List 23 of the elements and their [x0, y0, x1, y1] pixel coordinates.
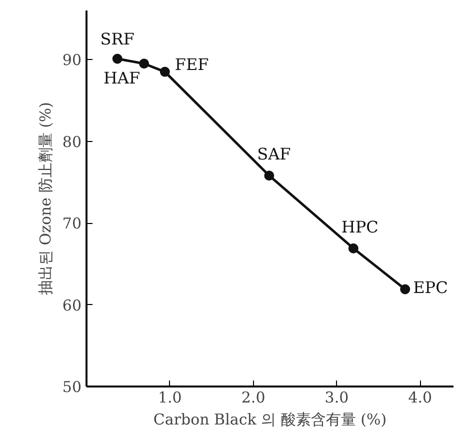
point	[264, 170, 274, 181]
y-tick-label: 90	[62, 51, 82, 70]
x-axis-title: Carbon Black 의 酸素含有量 (%)	[153, 410, 387, 428]
y-tick-label: 70	[62, 214, 82, 233]
annotation: HPC	[341, 217, 378, 236]
annotation: EPC	[413, 278, 448, 298]
y-tick-label: 50	[62, 378, 82, 396]
y-axis-title: 抽出된 Ozone 防止劑量 (%)	[36, 102, 54, 296]
point	[160, 66, 170, 77]
x-tick-label: 3.0	[324, 388, 349, 406]
annotation: FEF	[174, 54, 209, 74]
annotation: SRF	[100, 30, 134, 49]
annotation: HAF	[103, 68, 140, 88]
x-tick-label: 1.0	[158, 388, 182, 406]
point	[112, 54, 122, 64]
point	[348, 243, 358, 254]
point	[400, 284, 410, 294]
y-tick-label: 60	[62, 296, 82, 314]
annotation: SAF	[257, 144, 291, 164]
x-tick-label: 2.0	[241, 388, 266, 406]
point	[139, 58, 150, 69]
x-tick-label: 4.0	[408, 388, 432, 406]
y-tick-label: 80	[62, 132, 82, 151]
